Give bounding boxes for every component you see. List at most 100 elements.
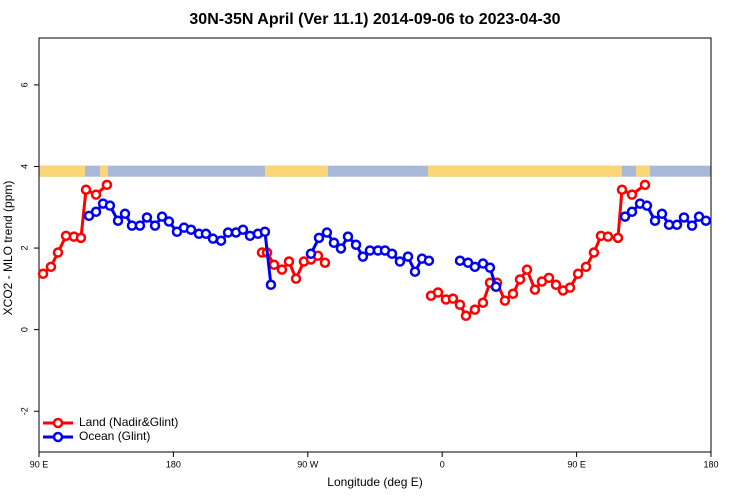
data-point [237,224,249,235]
data-point [550,279,562,291]
legend-label: Ocean (Glint) [79,429,150,443]
data-point [112,215,124,226]
data-point [335,243,347,254]
data-point [342,231,354,242]
data-point [477,297,489,308]
y-tick-label: 6 [19,82,29,87]
data-point [207,233,219,244]
data-point [350,239,362,251]
data-point [321,227,333,238]
data-point [37,268,49,280]
data-point [141,212,153,223]
data-point [75,232,87,244]
data-point [447,293,459,304]
data-point [564,282,576,293]
data-point [276,264,288,275]
x-tick-label: 90 E [567,459,586,469]
data-point [616,184,628,195]
data-point [656,208,668,220]
y-axis-label: XCO2 - MLO trend (ppm) [1,181,15,316]
x-tick-label: 180 [166,459,181,469]
data-point [313,232,325,244]
data-point [588,247,600,258]
data-point [619,211,631,222]
data-point [386,248,398,260]
data-point [149,220,161,231]
data-point [612,232,624,244]
data-point [572,268,584,280]
land-strip [39,165,85,177]
data-point [104,200,116,211]
legend-marker [52,417,64,429]
data-point [626,189,638,200]
data-point [409,266,421,277]
data-point [484,262,496,273]
x-axis-label: Longitude (deg E) [327,475,422,489]
data-point [90,206,102,218]
data-point [529,284,541,295]
data-point [90,189,102,200]
data-point [649,215,661,226]
data-point [460,310,472,322]
x-tick-label: 90 W [297,459,319,469]
data-point [423,255,435,266]
data-point [454,299,466,311]
data-point [215,235,227,246]
data-point [394,256,406,267]
data-point [290,273,302,284]
land-strip [264,165,328,177]
data-point [641,200,653,211]
data-point [259,226,271,237]
land-strip [636,165,650,177]
data-point [52,247,64,258]
data-point [134,220,146,231]
data-point [319,257,331,268]
data-point [268,259,280,271]
y-tick-label: -2 [19,407,29,415]
data-point [454,255,466,266]
data-point [499,295,511,306]
data-point [265,279,277,291]
series-line [88,201,707,288]
plot-frame [38,37,712,453]
data-point [101,179,113,191]
x-tick-label: 90 E [30,459,49,469]
data-point [185,224,197,235]
data-point [602,231,614,242]
data-point [469,304,481,315]
data-point [514,274,526,285]
y-tick-label: 0 [19,327,29,332]
data-point [45,261,57,273]
data-point [507,288,519,299]
data-point [490,281,502,293]
y-tick-label: 2 [19,246,29,251]
data-point [163,216,175,227]
data-point [357,251,369,262]
data-point [626,206,638,218]
data-point [580,261,592,273]
data-point [521,264,533,275]
y-tick-label: 4 [19,164,29,169]
data-point [119,208,131,220]
x-tick-label: 0 [440,459,445,469]
data-point [283,256,295,267]
data-point [639,179,651,191]
data-point [469,261,481,273]
land-strip [428,165,622,177]
data-point [328,237,340,249]
data-point [200,228,212,240]
data-point [671,219,683,231]
x-tick-label: 180 [703,459,718,469]
land-strip [99,165,108,177]
data-point [700,215,712,226]
data-point [80,184,92,195]
data-point [156,211,168,222]
data-point [543,272,555,284]
data-point [678,212,690,223]
chart-title: 30N-35N April (Ver 11.1) 2014-09-06 to 2… [189,11,560,28]
legend-label: Land (Nadir&Glint) [79,415,178,429]
data-point [402,251,414,262]
data-point [364,245,376,256]
